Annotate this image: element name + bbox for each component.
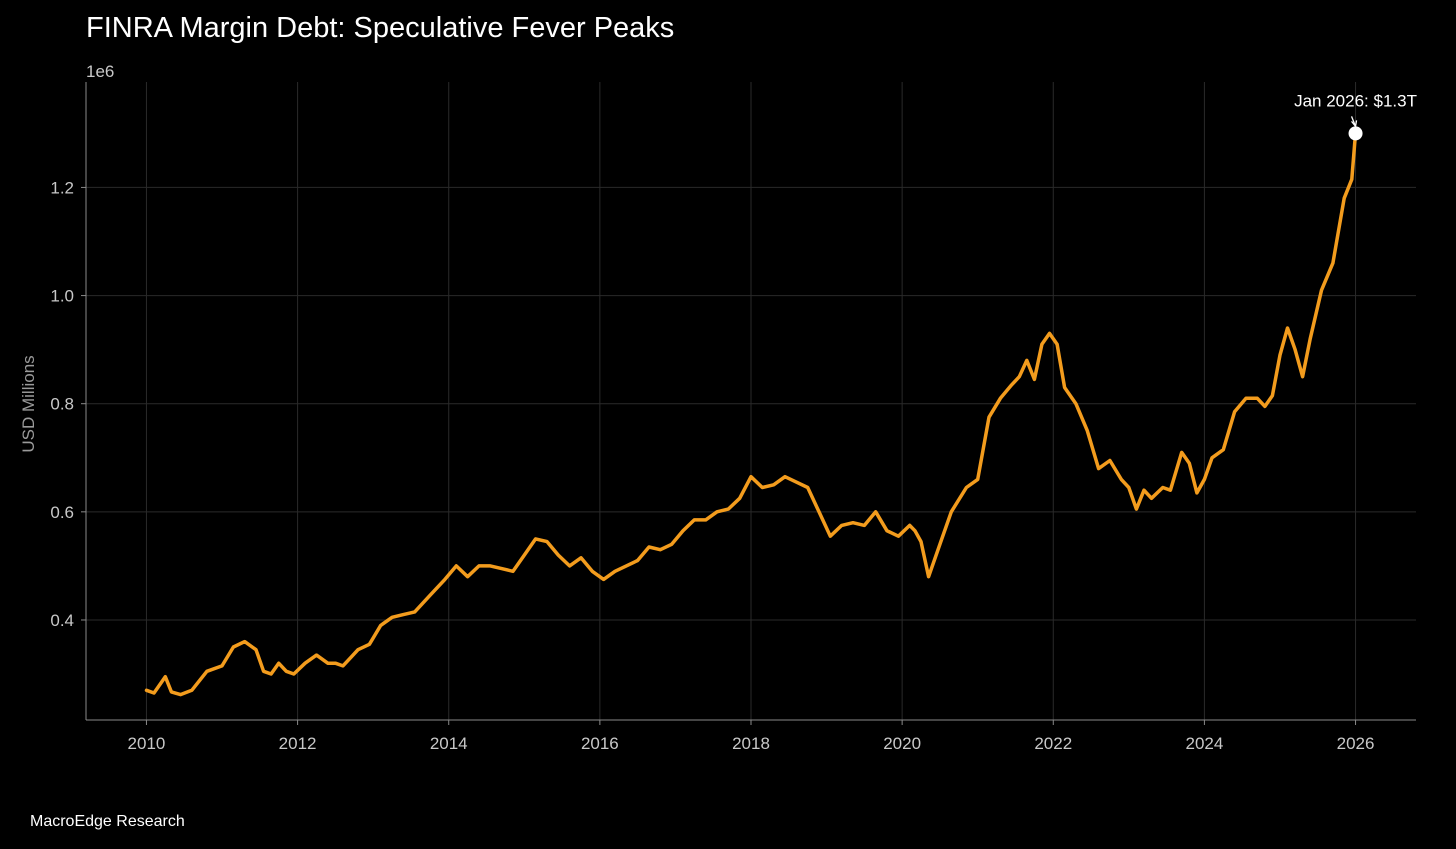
x-tick-label: 2016	[581, 734, 619, 753]
tick-labels: 2010 2012 2014 2016 2018 2020 2022 2024 2026 0.4 0…	[50, 178, 1374, 753]
y-tick-label: 0.6	[50, 503, 74, 522]
annotation-arrowhead	[1351, 120, 1358, 128]
y-tick-label: 0.4	[50, 611, 74, 630]
annotations: Jan 2026: $1.3T	[1294, 91, 1417, 141]
annotation-label: Jan 2026: $1.3T	[1294, 91, 1417, 110]
x-tick-label: 2018	[732, 734, 770, 753]
x-tick-label: 2024	[1185, 734, 1223, 753]
y-tick-label: 1.2	[50, 178, 74, 197]
y-tick-label: 1.0	[50, 287, 74, 306]
y-axis-label: USD Millions	[19, 355, 38, 452]
x-tick-label: 2010	[128, 734, 166, 753]
annotation-marker	[1348, 126, 1363, 141]
y-offset-label: 1e6	[86, 62, 114, 81]
footer-source: MacroEdge Research	[30, 813, 185, 830]
x-tick-label: 2014	[430, 734, 468, 753]
series-group	[144, 131, 1358, 697]
x-tick-label: 2026	[1337, 734, 1375, 753]
series-line-margin-debt	[144, 131, 1358, 697]
x-tick-label: 2012	[279, 734, 317, 753]
chart-title: FINRA Margin Debt: Speculative Fever Pea…	[86, 12, 675, 44]
x-tick-label: 2020	[883, 734, 921, 753]
y-tick-label: 0.8	[50, 395, 74, 414]
grid-lines	[86, 82, 1416, 720]
x-tick-label: 2022	[1034, 734, 1072, 753]
